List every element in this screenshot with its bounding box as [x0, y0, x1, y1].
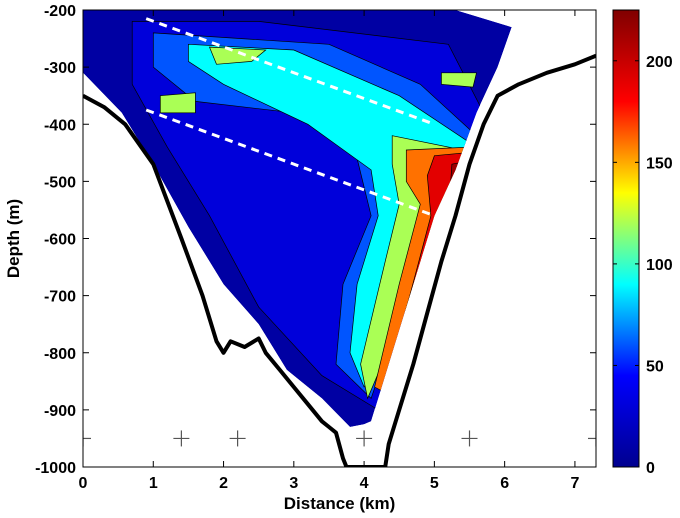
station-marker	[173, 430, 190, 447]
y-tick-label: -500	[44, 174, 76, 191]
y-tick-label: -800	[44, 346, 76, 363]
y-tick-label: -700	[44, 289, 76, 306]
annotation-lines	[145, 17, 435, 218]
contour-90	[188, 43, 477, 388]
y-tick-label: -300	[44, 60, 76, 77]
x-axis: 0 1 2 3 4 5 6 7	[79, 10, 579, 492]
x-tick-label: 2	[219, 475, 228, 492]
x-tick-label: 4	[360, 475, 369, 492]
colorbar-gradient	[612, 9, 640, 468]
station-marker	[461, 430, 478, 447]
colorbar-tick-label: 50	[646, 358, 664, 375]
colorbar-tick-label: 200	[646, 54, 673, 71]
x-tick-label: 1	[149, 475, 158, 492]
y-tick-label: -900	[44, 403, 76, 420]
contour-120	[441, 72, 477, 88]
bathymetry-line	[83, 53, 596, 467]
y-axis: -200 -300 -400 -500 -600 -700 -800 -900 -1000	[35, 3, 596, 477]
contour-120	[159, 92, 196, 114]
annotation-line-1	[145, 17, 435, 126]
station-marker	[83, 430, 91, 447]
y-tick-label: -600	[44, 232, 76, 249]
annotation-line-2	[145, 108, 435, 218]
station-markers	[83, 430, 596, 447]
x-tick-label: 7	[570, 475, 579, 492]
y-tick-label: -400	[44, 117, 76, 134]
colorbar-tick-label: 100	[646, 257, 673, 274]
x-tick-label: 6	[500, 475, 509, 492]
colorbar-tick-label: 0	[646, 460, 655, 477]
station-marker	[229, 430, 246, 447]
x-tick-label: 0	[79, 475, 88, 492]
y-tick-label: -1000	[35, 460, 76, 477]
colorbar-ticks: 0 50 100 150 200	[613, 54, 673, 477]
y-axis-label: Depth (m)	[4, 199, 23, 278]
colorbar-tick-label: 150	[646, 155, 673, 172]
x-tick-label: 3	[289, 475, 298, 492]
bathymetry	[83, 53, 596, 467]
plot-area	[83, 10, 596, 467]
x-axis-label: Distance (km)	[284, 494, 395, 513]
x-tick-label: 5	[430, 475, 439, 492]
contour-120	[208, 46, 267, 65]
station-marker	[356, 430, 373, 447]
y-tick-label: -200	[44, 3, 76, 20]
station-marker	[588, 430, 596, 447]
colorbar: 0 50 100 150 200	[612, 9, 673, 477]
